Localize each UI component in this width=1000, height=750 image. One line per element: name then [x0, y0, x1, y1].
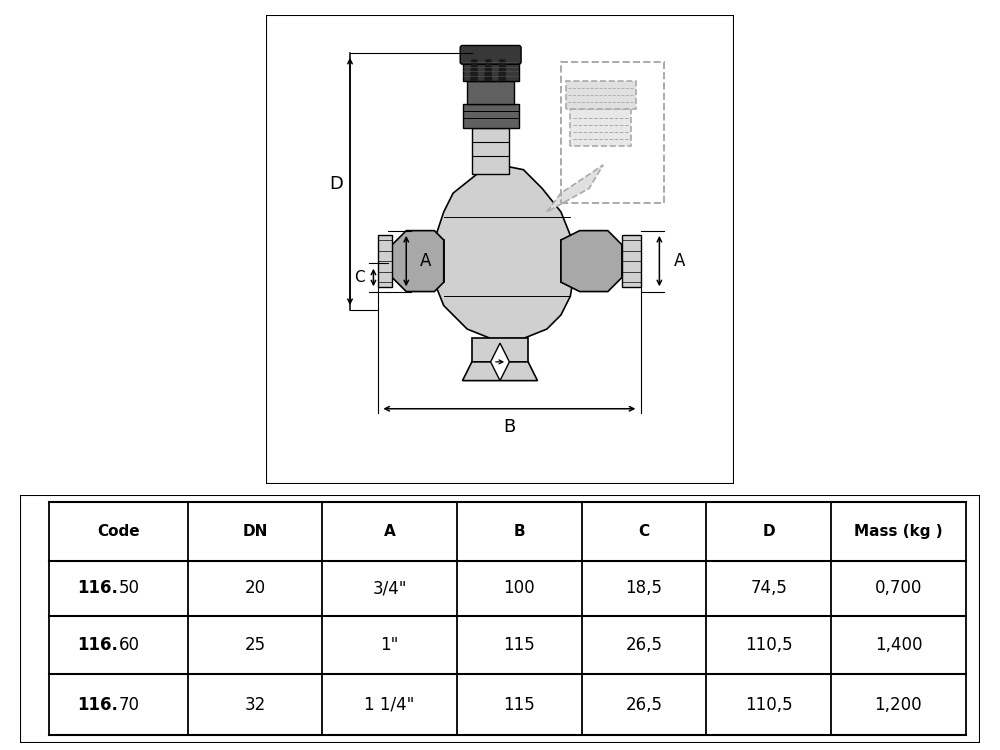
- Text: 25: 25: [245, 636, 266, 654]
- Text: 50: 50: [118, 580, 139, 598]
- Polygon shape: [472, 128, 509, 175]
- Polygon shape: [467, 81, 514, 104]
- Text: 115: 115: [503, 696, 535, 714]
- Text: 74,5: 74,5: [750, 580, 787, 598]
- Polygon shape: [499, 59, 506, 81]
- Text: 20: 20: [245, 580, 266, 598]
- Text: C: C: [638, 524, 650, 539]
- Polygon shape: [570, 109, 631, 146]
- Text: 60: 60: [118, 636, 139, 654]
- Text: DN: DN: [243, 524, 268, 539]
- Text: A: A: [673, 252, 685, 270]
- Text: C: C: [354, 270, 365, 285]
- Polygon shape: [462, 104, 519, 128]
- Polygon shape: [378, 236, 392, 287]
- Text: A: A: [420, 252, 432, 270]
- Text: Mass (kg ): Mass (kg ): [854, 524, 943, 539]
- Polygon shape: [561, 240, 580, 282]
- Text: D: D: [762, 524, 775, 539]
- Text: 1": 1": [380, 636, 399, 654]
- Text: 110,5: 110,5: [745, 696, 793, 714]
- Text: 26,5: 26,5: [626, 636, 662, 654]
- Bar: [561, 62, 664, 202]
- Polygon shape: [462, 57, 519, 81]
- Text: 70: 70: [118, 696, 139, 714]
- Text: 100: 100: [503, 580, 535, 598]
- Text: 3/4": 3/4": [372, 580, 407, 598]
- Polygon shape: [547, 165, 603, 211]
- Text: 1,400: 1,400: [875, 636, 922, 654]
- Polygon shape: [392, 231, 444, 292]
- Polygon shape: [434, 165, 575, 338]
- FancyBboxPatch shape: [460, 46, 521, 64]
- Text: 116.: 116.: [78, 636, 118, 654]
- Text: 18,5: 18,5: [626, 580, 662, 598]
- Polygon shape: [622, 236, 641, 287]
- Text: D: D: [329, 175, 343, 193]
- Polygon shape: [491, 344, 509, 381]
- Text: 116.: 116.: [78, 696, 118, 714]
- Polygon shape: [566, 81, 636, 109]
- Text: 110,5: 110,5: [745, 636, 793, 654]
- Polygon shape: [470, 59, 478, 81]
- Polygon shape: [462, 362, 538, 381]
- Polygon shape: [561, 231, 622, 292]
- Text: 1,200: 1,200: [875, 696, 922, 714]
- Text: 0,700: 0,700: [875, 580, 922, 598]
- Text: Code: Code: [97, 524, 140, 539]
- Text: 1 1/4": 1 1/4": [364, 696, 415, 714]
- Text: B: B: [513, 524, 525, 539]
- Polygon shape: [434, 240, 444, 282]
- Text: 26,5: 26,5: [626, 696, 662, 714]
- Text: 32: 32: [245, 696, 266, 714]
- Polygon shape: [485, 59, 492, 81]
- Text: A: A: [384, 524, 395, 539]
- Text: 115: 115: [503, 636, 535, 654]
- Polygon shape: [472, 338, 528, 362]
- Text: 116.: 116.: [78, 580, 118, 598]
- Text: B: B: [503, 419, 516, 436]
